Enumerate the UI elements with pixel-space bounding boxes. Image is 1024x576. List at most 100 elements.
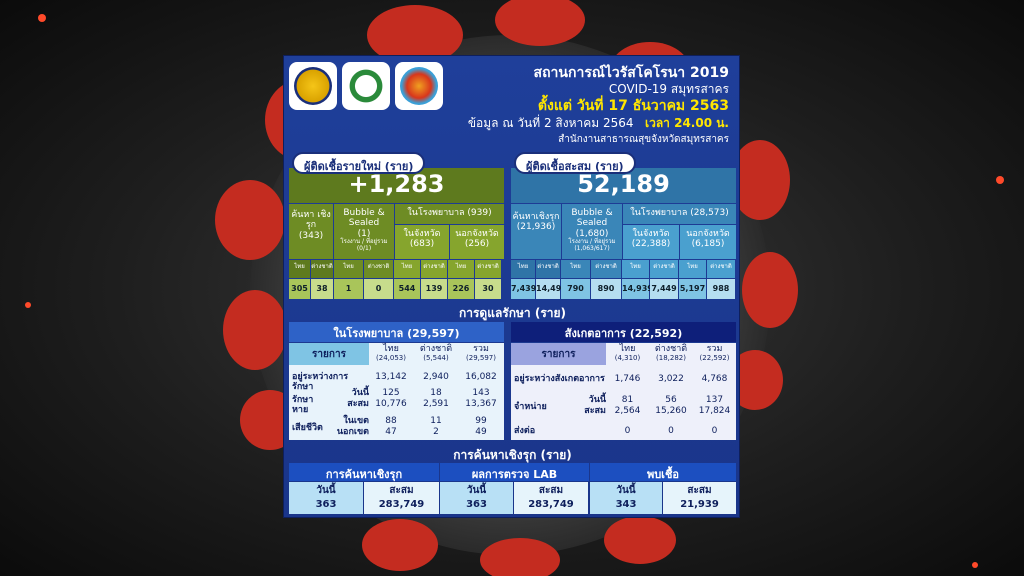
observation-row2a-thai: 81 [621, 395, 634, 405]
hospital-row3a-thai: 88 [385, 416, 397, 426]
observation-row3-thai: 0 [624, 426, 631, 436]
cum-active-search: ค้นหาเชิงรุก (21,936) [511, 204, 561, 259]
hospital-row3-label: เสียชีวิต [292, 423, 323, 433]
observation-row1-thai: 1,746 [614, 374, 641, 384]
cum-breakdown-value: 890 [591, 279, 621, 299]
cum-breakdown-label: ต่างชาติ [650, 260, 678, 278]
new-breakdown-value: 1 [334, 279, 363, 299]
observation-row1-total: 4,768 [701, 374, 728, 384]
hospital-col-thai: ไทย (24,053) [369, 344, 413, 362]
since-date: ตั้งแต่ วันที่ 17 ธันวาคม 2563 [537, 98, 729, 114]
cum-breakdown-value: 988 [707, 279, 735, 299]
observation-col-foreign: ต่างชาติ (18,282) [649, 344, 693, 362]
new-breakdown-value: 544 [394, 279, 420, 299]
observation-row2a-total: 137 [705, 395, 724, 405]
new-bubble-sub: โรงงาน / ที่อยู่รวม (0/1) [340, 238, 388, 252]
cum-in-province: ในจังหวัด (22,388) [623, 225, 679, 259]
cum-out-province-label: นอกจังหวัด [686, 229, 730, 239]
search-cell-label: สะสม [687, 485, 712, 496]
new-cases-label: ผู้ติดเชื้อรายใหม่ (ราย) [292, 152, 426, 174]
new-breakdown-label: ไทย [448, 260, 474, 278]
hospital-row3b-thai: 47 [385, 427, 397, 437]
search-cell-value: 283,749 [528, 499, 574, 510]
search-cell-bg [440, 482, 513, 514]
hospital-row3a-foreign: 11 [430, 416, 442, 426]
title-en: COVID-19 สมุทรสาคร [608, 82, 729, 96]
cum-breakdown-value: 790 [561, 279, 590, 299]
cumulative-label: ผู้ติดเชื้อสะสม (ราย) [514, 152, 636, 174]
observation-row2b-foreign: 15,260 [655, 406, 687, 416]
new-breakdown-value: 305 [289, 279, 310, 299]
hospital-row2b-foreign: 2,591 [423, 399, 449, 409]
cum-in-province-value: (22,388) [631, 239, 671, 250]
cum-breakdown-label: ไทย [561, 260, 590, 278]
cum-bubble-sub: โรงงาน / ที่อยู่รวม (1,063/617) [568, 238, 616, 252]
new-out-province: นอกจังหวัด (256) [450, 225, 504, 259]
new-in-province: ในจังหวัด (683) [395, 225, 449, 259]
cum-breakdown-value: 7,449 [650, 279, 678, 299]
cum-breakdown-label: ต่างชาติ [707, 260, 735, 278]
new-cases-total: +1,283 [348, 170, 445, 198]
observation-row1-label: อยู่ระหว่างสังเกตอาการ [514, 374, 605, 384]
cum-breakdown-value: 7,439 [511, 279, 536, 299]
cum-hospital: ในโรงพยาบาล (28,573) [623, 204, 736, 224]
new-breakdown-label: ต่างชาติ [311, 260, 333, 278]
hospital-row2-label: รักษาหาย [292, 395, 314, 416]
data-date-line: ข้อมูล ณ วันที่ 2 สิงหาคม 2564 เวลา 24.0… [468, 114, 729, 133]
search-group-title: ผลการตรวจ LAB [440, 463, 589, 481]
search-title: การค้นหาเชิงรุก (ราย) [453, 448, 572, 462]
cum-bubble: Bubble & Sealed (1,680) โรงงาน / ที่อยู่… [562, 204, 622, 259]
hospital-col-foreign-sub: (5,544) [423, 354, 449, 363]
hospital-row2-cum: สะสม [347, 399, 369, 409]
hospital-row2b-thai: 10,776 [375, 399, 407, 409]
observation-row2b-thai: 2,564 [614, 406, 641, 416]
new-active-search-label: ค้นหา เชิงรุก [291, 210, 331, 231]
ministry-seal-icon [289, 62, 337, 110]
new-hospital: ในโรงพยาบาล (939) [395, 204, 504, 224]
covid-dashboard-poster: สถานการณ์ไวรัสโคโรนา 2019 COVID-19 สมุทร… [283, 55, 740, 518]
search-cell-label: วันนี้ [316, 485, 336, 496]
search-cell-label: วันนี้ [616, 485, 636, 496]
hospital-col-thai-sub: (24,053) [376, 354, 406, 363]
hospital-row3-in: ในเขต [343, 416, 369, 426]
hospital-row1-label: อยู่ระหว่างการรักษา [292, 372, 349, 393]
search-cell-value: 363 [466, 499, 487, 510]
new-breakdown-label: ไทย [289, 260, 310, 278]
new-breakdown-value: 226 [448, 279, 474, 299]
new-breakdown-label: ต่างชาติ [421, 260, 447, 278]
hospital-col-total-label: รวม [473, 344, 489, 354]
hospital-row1-foreign: 2,940 [423, 372, 449, 382]
cum-breakdown-label: ต่างชาติ [591, 260, 621, 278]
data-date: ข้อมูล ณ วันที่ 2 สิงหาคม 2564 [467, 116, 634, 130]
observation-col-thai: ไทย (4,310) [606, 344, 649, 362]
observation-row3-foreign: 0 [668, 426, 674, 436]
observation-row2-cum: สะสม [584, 406, 606, 416]
new-breakdown-value: 30 [475, 279, 501, 299]
search-cell-label: สะสม [538, 485, 564, 496]
hospital-row2a-total: 143 [472, 388, 490, 398]
data-time: เวลา 24.00 น. [644, 116, 729, 130]
observation-row1-foreign: 3,022 [658, 374, 684, 384]
hospital-col-foreign-label: ต่างชาติ [419, 344, 453, 354]
cum-bubble-label: Bubble & Sealed [571, 208, 613, 229]
search-cell-value: 343 [615, 499, 637, 510]
observation-col-total: รวม (22,592) [693, 344, 736, 362]
hospital-row2b-total: 13,367 [465, 399, 497, 409]
observation-row2b-total: 17,824 [698, 406, 731, 416]
observation-col-foreign-sub: (18,282) [656, 354, 686, 363]
observation-col-thai-label: ไทย [619, 344, 636, 354]
new-in-province-label: ในจังหวัด [403, 229, 441, 239]
hospital-row2a-foreign: 18 [430, 388, 442, 398]
cum-active-search-value: (21,936) [516, 222, 556, 233]
hospital-col-item: รายการ [312, 349, 346, 360]
observation-row2-label: จำหน่าย [514, 402, 547, 412]
cum-bubble-value: (1,680) [575, 228, 609, 239]
hospital-col-total: รวม (29,597) [459, 344, 503, 362]
observation-col-thai-sub: (4,310) [614, 354, 641, 363]
cumulative-total: 52,189 [577, 170, 670, 198]
observation-row2-today: วันนี้ [588, 395, 606, 405]
cum-breakdown-value: 14,939 [622, 279, 653, 299]
cum-active-search-label: ค้นหาเชิงรุก [512, 212, 560, 222]
samut-sakhon-seal-icon [395, 62, 443, 110]
new-bubble-value: (1) [357, 228, 371, 239]
